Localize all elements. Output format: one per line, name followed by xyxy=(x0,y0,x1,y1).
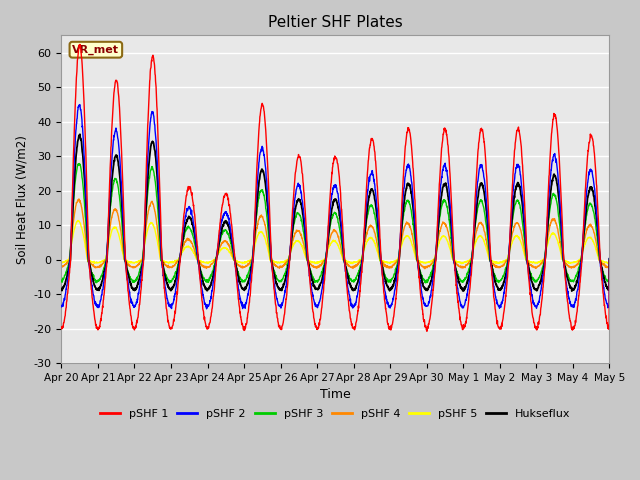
X-axis label: Time: Time xyxy=(320,388,351,401)
Y-axis label: Soil Heat Flux (W/m2): Soil Heat Flux (W/m2) xyxy=(15,135,28,264)
Legend: pSHF 1, pSHF 2, pSHF 3, pSHF 4, pSHF 5, Hukseflux: pSHF 1, pSHF 2, pSHF 3, pSHF 4, pSHF 5, … xyxy=(96,404,575,423)
Text: VR_met: VR_met xyxy=(72,45,120,55)
Title: Peltier SHF Plates: Peltier SHF Plates xyxy=(268,15,403,30)
